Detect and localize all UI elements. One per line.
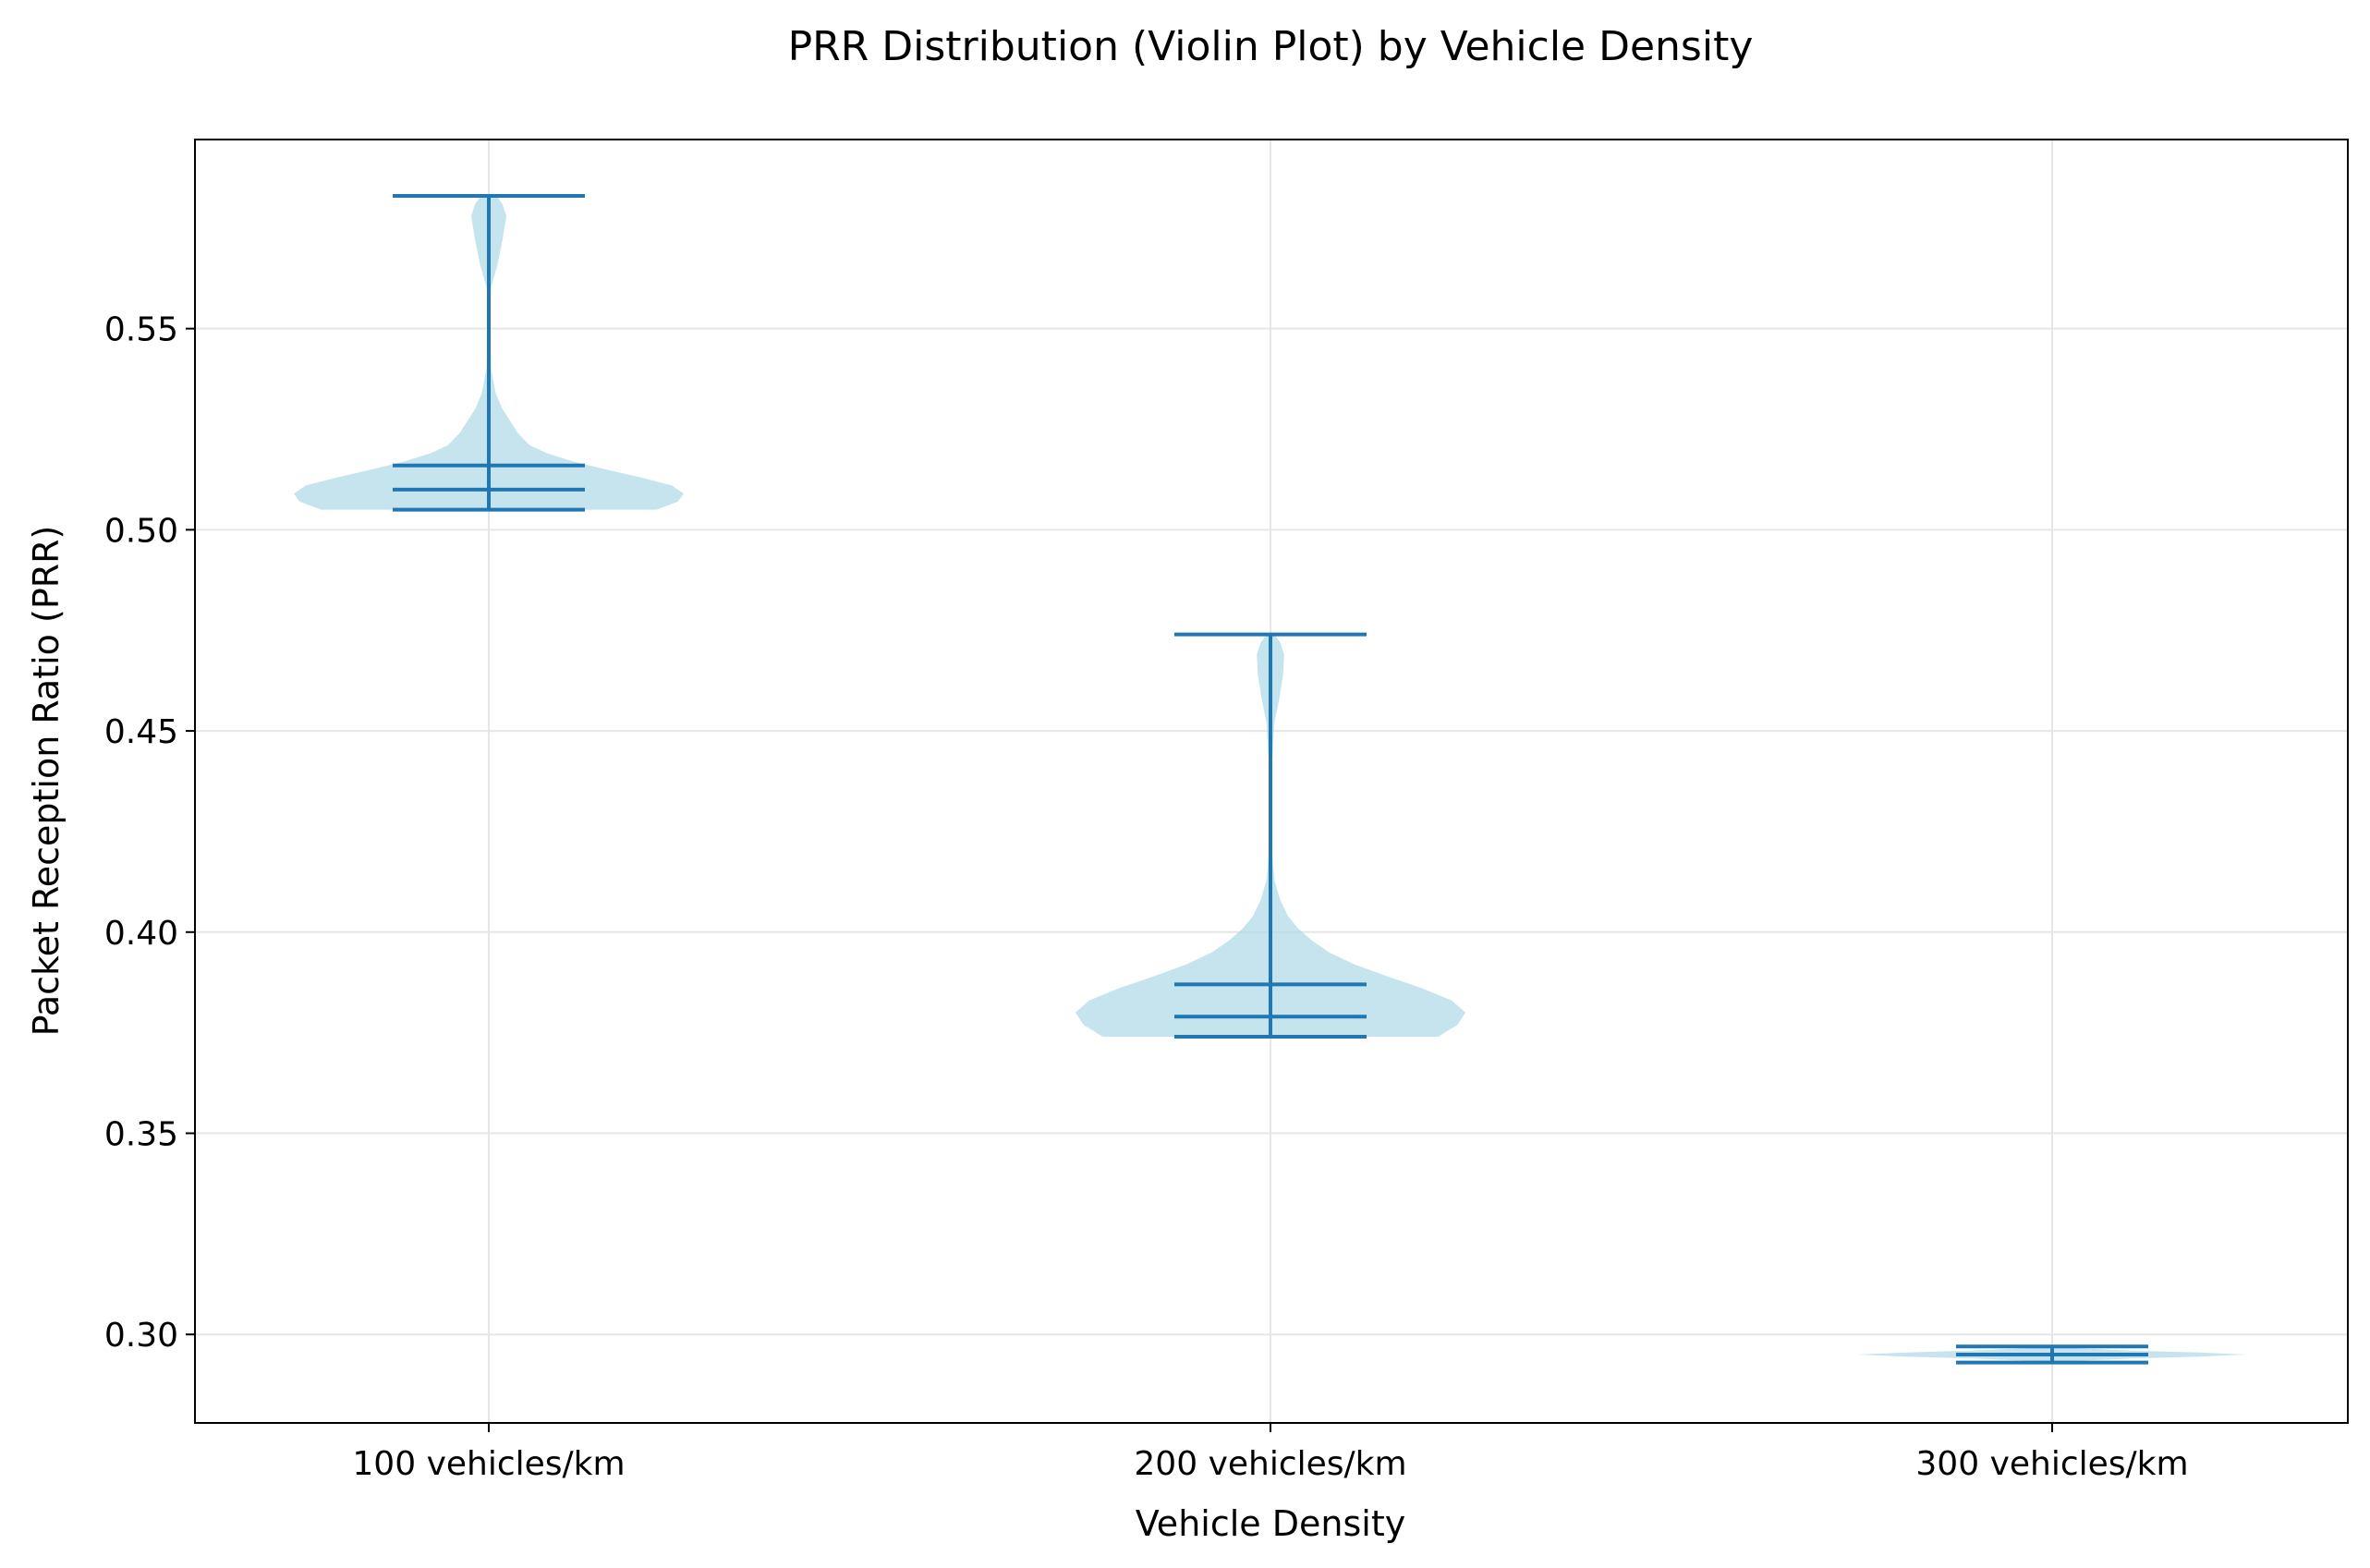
y-axis: 0.30 0.35 0.40 0.45 0.50 0.55 [104, 311, 195, 1355]
y-tick-label: 0.35 [104, 1115, 178, 1153]
y-axis-label: Packet Reception Ratio (PRR) [26, 526, 67, 1037]
x-axis-label: Vehicle Density [1136, 1503, 1405, 1544]
y-tick-label: 0.55 [104, 311, 178, 349]
x-tick-label: 300 vehicles/km [1915, 1445, 2188, 1483]
y-tick-label: 0.45 [104, 713, 178, 751]
chart-title: PRR Distribution (Violin Plot) by Vehicl… [788, 23, 1754, 70]
y-tick-label: 0.30 [104, 1317, 178, 1355]
x-tick-label: 100 vehicles/km [352, 1445, 625, 1483]
x-axis: 100 vehicles/km 200 vehicles/km 300 vehicl… [352, 1423, 2189, 1483]
x-tick-label: 200 vehicles/km [1134, 1445, 1406, 1483]
y-tick-label: 0.50 [104, 512, 178, 550]
violins [294, 193, 2247, 1365]
y-tick-label: 0.40 [104, 915, 178, 953]
